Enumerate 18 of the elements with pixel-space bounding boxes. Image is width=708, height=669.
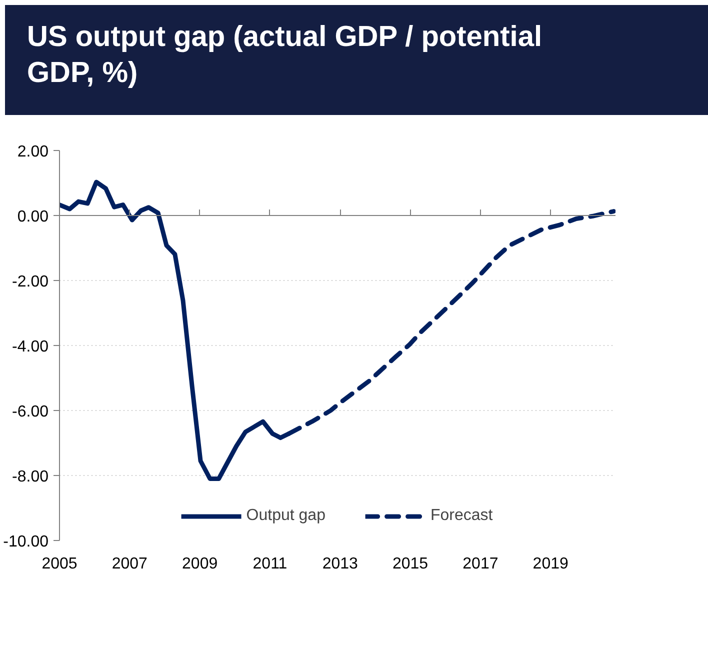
chart-title: US output gap (actual GDP / potential GDP, %) [27, 20, 544, 92]
y-tick-label: -2.00 [12, 274, 49, 290]
x-tick-label: 2013 [322, 556, 358, 572]
x-tick-label: 2009 [182, 556, 218, 572]
x-tick-label: 2015 [392, 556, 428, 572]
y-tick-label: -4.00 [12, 338, 49, 356]
x-tick-label: 2007 [112, 556, 148, 572]
legend-label: Output gap [246, 507, 326, 525]
y-tick-label: -8.00 [12, 468, 49, 486]
legend-label: Forecast [430, 507, 493, 525]
y-tick-label: -6.00 [12, 404, 49, 420]
y-tick-label: -10.00 [3, 534, 49, 550]
y-tick-label: 0.00 [17, 208, 49, 226]
y-tick-label: 2.00 [17, 144, 49, 160]
x-tick-label: 2005 [42, 556, 78, 572]
x-tick-label: 2017 [462, 556, 498, 572]
x-tick-label: 2011 [252, 556, 288, 572]
x-tick-label: 2019 [532, 556, 569, 572]
